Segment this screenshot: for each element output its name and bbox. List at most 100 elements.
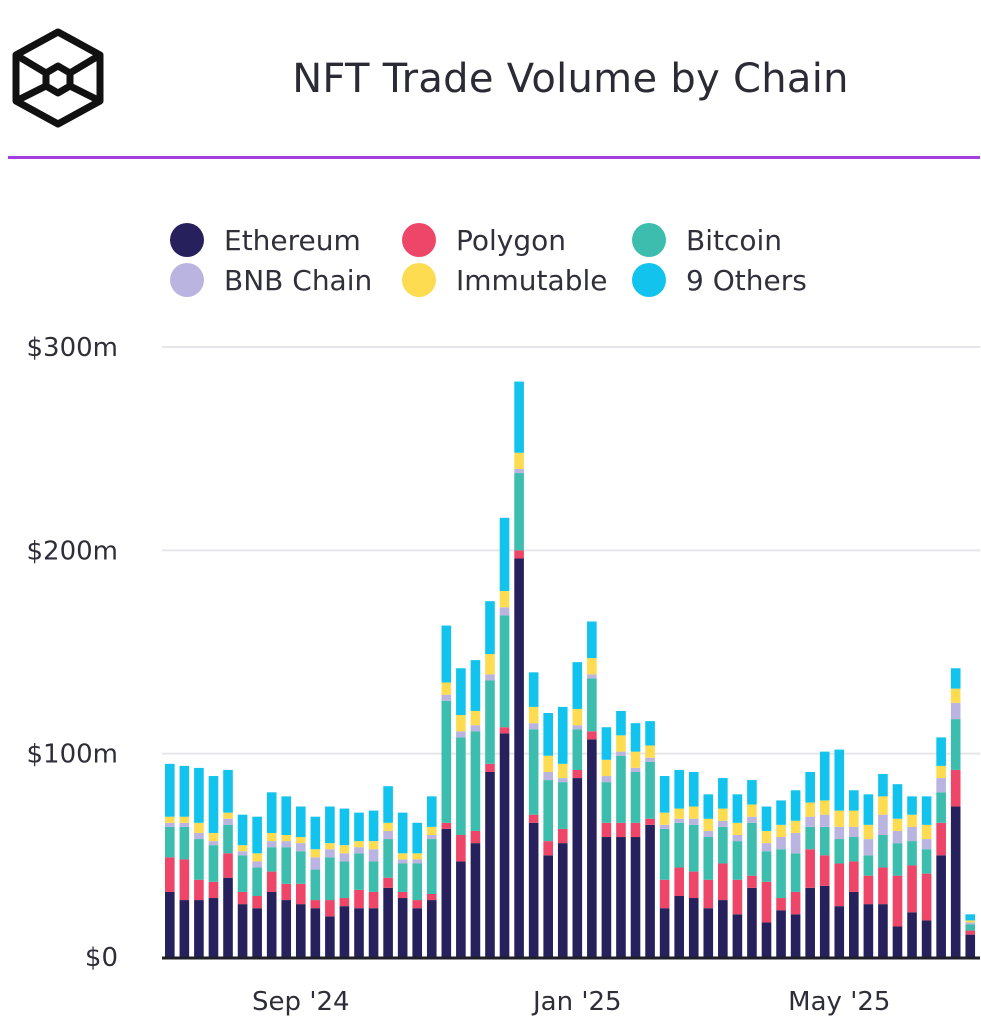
bar-segment-polygon [834,863,845,907]
bar-segment-9-others [543,713,553,756]
bar-segment-ethereum [266,891,277,957]
bar-segment-bnb-chain [805,816,815,827]
bar-segment-ethereum [703,908,714,957]
bar-segment-immutable [659,812,670,825]
bar-segment-9-others [266,792,277,833]
bar-segment-bitcoin [237,855,248,892]
bar-segment-bitcoin [907,841,917,866]
bar-segment-bnb-chain [732,835,743,842]
bar-segment-immutable [601,759,612,777]
bar-segment-ethereum [310,908,321,957]
bar-segment-polygon [470,830,481,844]
bar-segment-immutable [266,832,277,842]
bar-segment-bitcoin [601,782,612,823]
bar-segment-bitcoin [310,869,321,901]
bar-segment-polygon [776,898,786,911]
bar-segment-bitcoin [165,826,175,858]
bar-segment-ethereum [295,904,306,957]
the-block-cube-logo-icon [12,28,104,128]
bar-segment-bitcoin [921,849,932,874]
bar-segment-polygon [543,841,553,856]
bar-segment-bitcoin [339,861,350,899]
bar-segment-bitcoin [834,839,845,864]
bar-segment-bnb-chain [921,839,932,850]
bar-segment-polygon [237,891,248,905]
bar-segment-9-others [936,737,946,766]
bar-segment-bnb-chain [252,861,262,868]
bar-segment-ethereum [281,900,292,957]
bar-segment-bnb-chain [528,723,539,730]
stacked-bar-chart: $0 $100m $200m $300m Sep '24 Jan '25 May '25 [27,333,980,1017]
legend-label-immutable: Immutable [456,263,608,297]
bar-segment-9-others [426,796,437,827]
y-tick-label: $200m [27,536,119,566]
bar-segment-bitcoin [950,719,961,770]
bar-segment-polygon [921,873,932,921]
bar-segment-polygon [499,727,510,734]
bar-segment-9-others [718,778,728,809]
bar-segment-immutable [456,715,466,732]
bar-segment-bitcoin [659,828,670,880]
bar-segment-bnb-chain [834,826,845,840]
bar-segment-9-others [645,721,655,746]
x-tick-label: Jan '25 [531,987,622,1017]
bar-segment-bitcoin [194,839,204,880]
bar-segment-9-others [339,808,350,846]
bar-segment-immutable [281,835,292,842]
bar-segment-bnb-chain [863,839,874,856]
legend-item-immutable[interactable]: Immutable [402,260,607,300]
bar-segment-bitcoin [718,826,728,864]
bar-segment-bitcoin [266,847,277,872]
bar-segment-bnb-chain [747,816,757,823]
bar-segment-bitcoin [630,771,641,823]
bar-segment-ethereum [470,843,481,957]
bar-segment-immutable [630,751,641,768]
bar-segment-polygon [528,814,539,823]
bar-segment-ethereum [936,855,946,957]
bar-segment-9-others [616,710,626,736]
bar-segment-polygon [179,859,190,901]
bar-segment-immutable [368,841,379,850]
legend-swatch-9-others [632,263,666,297]
legend-item-bitcoin[interactable]: Bitcoin [632,220,782,260]
bar-segment-bnb-chain [470,725,481,732]
bar-segment-bnb-chain [456,731,466,738]
bar-segment-immutable [776,824,786,838]
bar-segment-bnb-chain [936,778,946,793]
bar-segment-9-others [485,601,495,655]
bar-segment-immutable [339,845,350,854]
bar-segment-polygon [659,879,670,909]
bar-segment-ethereum [921,920,932,957]
bar-segment-bitcoin [892,843,903,876]
bar-segment-9-others [499,517,510,591]
bar-segment-bitcoin [499,615,510,728]
legend-item-ethereum[interactable]: Ethereum [170,220,361,260]
bar-segment-polygon [878,867,888,905]
bar-segment-bitcoin [557,782,568,829]
bar-segment-immutable [179,816,190,823]
bar-segment-ethereum [456,861,466,957]
legend-item-bnb-chain[interactable]: BNB Chain [170,260,372,300]
bar-segment-polygon [208,881,219,899]
bar-segment-9-others [805,771,815,803]
legend-item-polygon[interactable]: Polygon [402,220,566,260]
bar-segment-polygon [441,822,452,829]
bar-segment-ethereum [354,908,364,957]
bar-segment-bitcoin [587,678,597,732]
bar-segment-9-others [237,814,248,846]
bar-segment-9-others [281,796,292,835]
bar-segment-bnb-chain [965,922,976,925]
bar-segment-ethereum [732,914,743,957]
bar-segment-immutable [325,843,335,850]
bar-segment-polygon [485,763,495,772]
bar-segment-bitcoin [514,473,524,551]
legend-item-9-others[interactable]: 9 Others [632,260,807,300]
bar-segment-immutable [819,800,830,815]
bar-segment-polygon [936,822,946,856]
bar-segment-bnb-chain [281,841,292,848]
bar-segment-ethereum [863,904,874,957]
bar-segment-immutable [485,654,495,675]
legend-label-bitcoin: Bitcoin [686,223,783,257]
y-tick-label: $0 [85,943,118,973]
bar-segment-bnb-chain [587,674,597,679]
